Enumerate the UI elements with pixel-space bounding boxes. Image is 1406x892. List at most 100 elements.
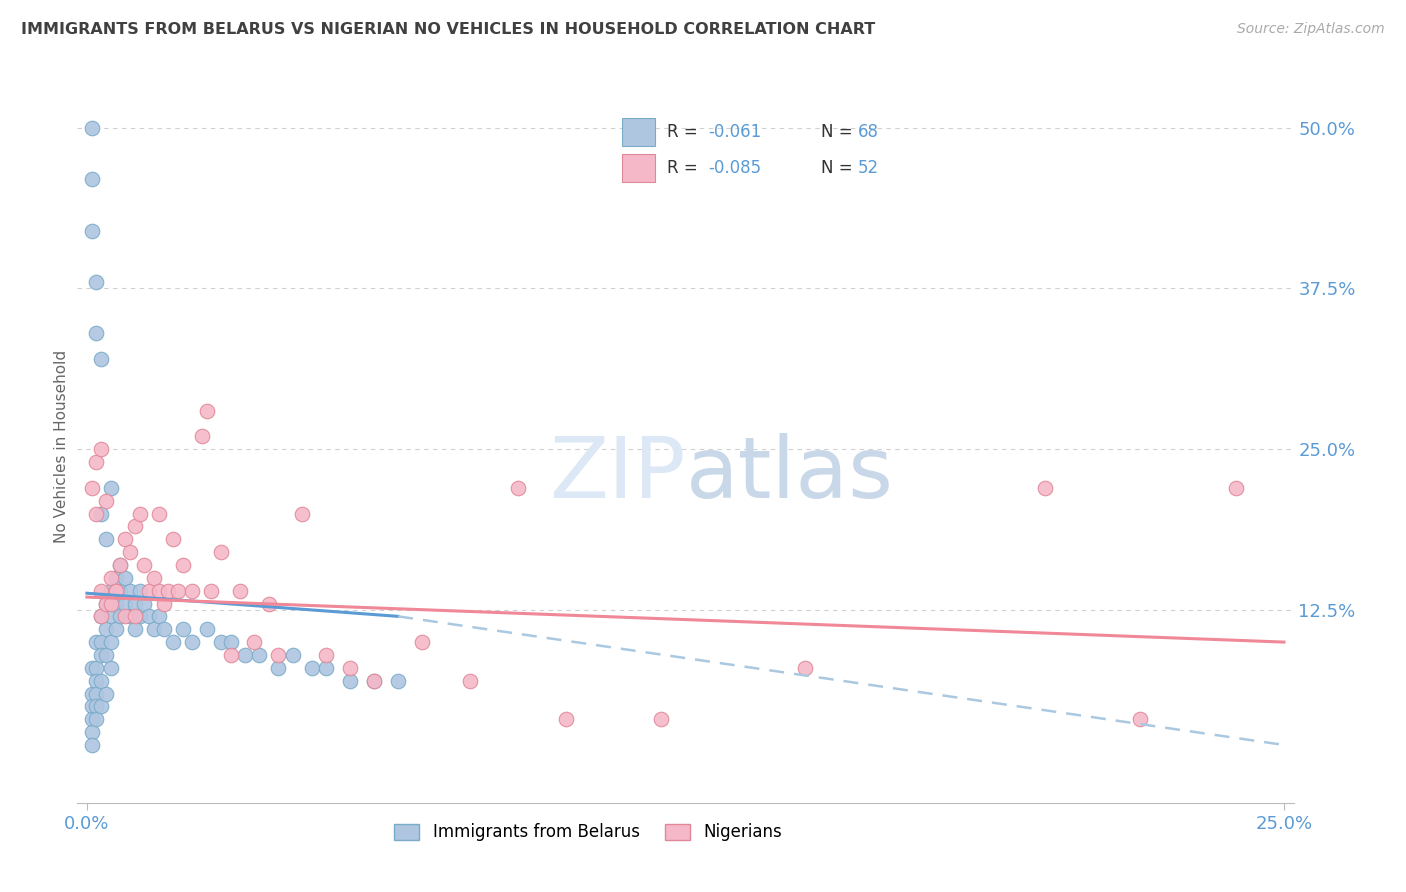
Point	[229, 583, 252, 598]
Point	[114, 533, 136, 547]
Text: Source: ZipAtlas.com: Source: ZipAtlas.com	[1237, 22, 1385, 37]
Point	[387, 673, 409, 688]
Point	[104, 583, 127, 598]
Point	[124, 622, 146, 636]
Point	[152, 597, 174, 611]
Point	[94, 686, 117, 700]
Point	[181, 583, 204, 598]
Point	[110, 609, 132, 624]
Point	[233, 648, 256, 662]
Point	[291, 507, 314, 521]
Point	[794, 661, 817, 675]
Point	[80, 481, 103, 495]
Point	[90, 699, 112, 714]
Point	[90, 442, 112, 457]
Point	[219, 635, 242, 649]
Text: atlas: atlas	[686, 433, 893, 516]
Legend: Immigrants from Belarus, Nigerians: Immigrants from Belarus, Nigerians	[388, 817, 789, 848]
Point	[86, 673, 108, 688]
Point	[86, 635, 108, 649]
Point	[100, 597, 122, 611]
Point	[100, 609, 122, 624]
Point	[100, 571, 122, 585]
Point	[1225, 481, 1247, 495]
Point	[267, 648, 290, 662]
Point	[157, 583, 180, 598]
Point	[301, 661, 323, 675]
Point	[90, 609, 112, 624]
Point	[80, 738, 103, 752]
Point	[162, 635, 184, 649]
Point	[118, 545, 141, 559]
Point	[128, 609, 150, 624]
Point	[80, 725, 103, 739]
Point	[90, 648, 112, 662]
Point	[195, 622, 218, 636]
Point	[80, 661, 103, 675]
Point	[100, 635, 122, 649]
Point	[80, 686, 103, 700]
Point	[281, 648, 304, 662]
Point	[134, 597, 156, 611]
Point	[86, 455, 108, 469]
Point	[142, 622, 165, 636]
Bar	[621, 118, 655, 146]
Point	[80, 224, 103, 238]
Point	[94, 493, 117, 508]
Point	[90, 583, 112, 598]
Point	[90, 673, 112, 688]
Point	[80, 712, 103, 726]
Point	[90, 352, 112, 367]
Point	[172, 622, 194, 636]
Point	[110, 558, 132, 572]
Point	[94, 597, 117, 611]
Point	[90, 635, 112, 649]
Point	[110, 558, 132, 572]
Point	[124, 597, 146, 611]
Point	[86, 712, 108, 726]
Point	[339, 661, 361, 675]
Point	[80, 120, 103, 135]
Point	[363, 673, 385, 688]
Point	[124, 519, 146, 533]
Point	[114, 571, 136, 585]
Point	[80, 172, 103, 186]
Point	[86, 326, 108, 341]
Point	[118, 583, 141, 598]
Point	[363, 673, 385, 688]
Point	[554, 712, 576, 726]
Point	[148, 609, 170, 624]
Point	[86, 686, 108, 700]
Point	[104, 622, 127, 636]
Point	[104, 583, 127, 598]
Text: R =: R =	[668, 123, 697, 141]
Point	[104, 571, 127, 585]
Text: -0.085: -0.085	[707, 159, 761, 177]
Point	[181, 635, 204, 649]
Point	[114, 609, 136, 624]
Point	[1129, 712, 1152, 726]
Point	[167, 583, 190, 598]
Point	[94, 597, 117, 611]
Text: 52: 52	[858, 159, 879, 177]
Point	[90, 507, 112, 521]
Point	[650, 712, 672, 726]
Point	[86, 661, 108, 675]
Text: R =: R =	[668, 159, 697, 177]
Point	[315, 648, 337, 662]
Point	[80, 699, 103, 714]
Point	[138, 583, 160, 598]
Point	[90, 609, 112, 624]
Text: N =: N =	[821, 159, 852, 177]
Point	[142, 571, 165, 585]
Point	[339, 673, 361, 688]
Point	[138, 609, 160, 624]
Point	[100, 481, 122, 495]
Point	[118, 609, 141, 624]
Point	[209, 635, 232, 649]
Point	[94, 648, 117, 662]
Point	[94, 533, 117, 547]
Point	[128, 583, 150, 598]
Point	[100, 583, 122, 598]
Text: 68: 68	[858, 123, 879, 141]
